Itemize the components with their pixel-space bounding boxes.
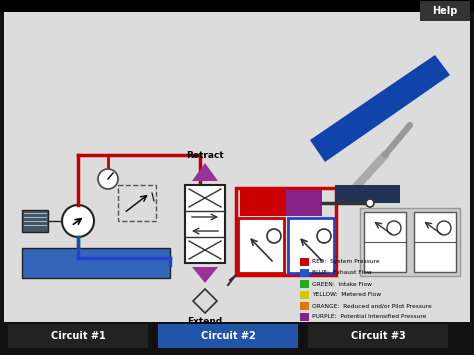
Bar xyxy=(300,258,309,266)
Bar xyxy=(300,280,309,288)
Bar xyxy=(286,190,322,216)
Text: GREEN:  Intake Flow: GREEN: Intake Flow xyxy=(312,282,372,286)
Bar xyxy=(236,188,336,275)
Bar xyxy=(364,212,406,272)
Circle shape xyxy=(98,169,118,189)
Text: YELLOW:  Metered Flow: YELLOW: Metered Flow xyxy=(312,293,381,297)
Bar xyxy=(238,218,284,273)
Polygon shape xyxy=(192,267,218,283)
Bar xyxy=(158,324,298,348)
Text: Help: Help xyxy=(432,6,458,16)
Text: PURPLE:  Potential Intensified Pressure: PURPLE: Potential Intensified Pressure xyxy=(312,315,427,320)
Bar xyxy=(308,324,448,348)
Bar xyxy=(300,302,309,310)
Bar xyxy=(0,322,474,355)
Text: Circuit #1: Circuit #1 xyxy=(51,331,105,341)
Bar xyxy=(240,190,286,216)
Circle shape xyxy=(366,199,374,207)
Text: Circuit #3: Circuit #3 xyxy=(351,331,405,341)
Bar xyxy=(300,313,309,321)
Bar xyxy=(185,185,225,263)
Bar xyxy=(4,12,470,322)
Bar xyxy=(22,248,170,278)
Bar xyxy=(118,185,156,221)
Text: RED:  System Pressure: RED: System Pressure xyxy=(312,260,380,264)
Bar xyxy=(8,324,148,348)
Text: Extend: Extend xyxy=(187,317,223,326)
Bar xyxy=(300,269,309,277)
Text: Circuit #2: Circuit #2 xyxy=(201,331,255,341)
Bar xyxy=(420,1,470,21)
Text: Retract: Retract xyxy=(186,151,224,159)
Bar xyxy=(288,218,334,273)
Bar xyxy=(300,291,309,299)
Bar xyxy=(22,210,48,232)
Bar xyxy=(0,0,474,12)
Polygon shape xyxy=(192,163,218,181)
Text: BLUE:  Exhaust Flow: BLUE: Exhaust Flow xyxy=(312,271,372,275)
Bar xyxy=(335,185,400,203)
Polygon shape xyxy=(310,55,450,162)
Bar xyxy=(414,212,456,272)
Text: ORANGE:  Reduced and/or Pilot Pressure: ORANGE: Reduced and/or Pilot Pressure xyxy=(312,304,432,308)
Circle shape xyxy=(62,205,94,237)
Bar xyxy=(360,208,460,276)
